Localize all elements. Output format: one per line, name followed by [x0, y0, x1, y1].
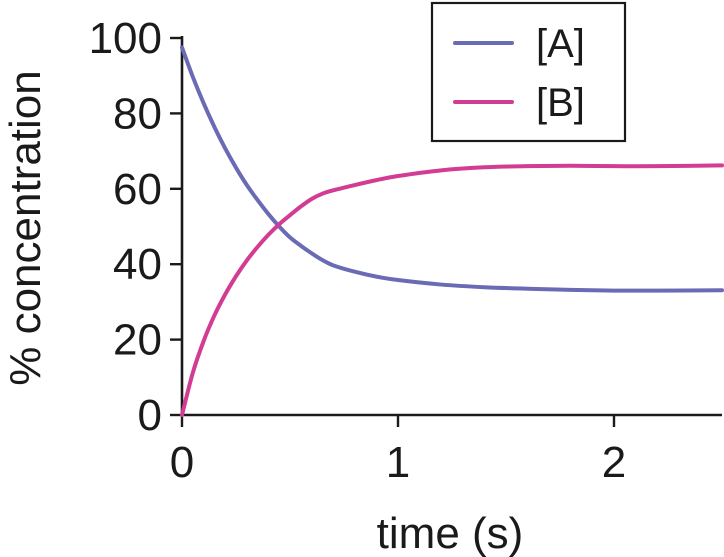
legend-items: [A] [B] — [453, 22, 585, 125]
series-line-b — [180, 163, 724, 417]
y-tick-label: 40 — [113, 240, 162, 289]
y-tick-label: 80 — [113, 89, 162, 138]
x-tick-label: 0 — [170, 438, 194, 487]
x-axis-label: time (s) — [377, 509, 524, 557]
legend: [A] [B] — [430, 1, 627, 143]
series-line-a — [180, 45, 724, 293]
y-axis-label: % concentration — [1, 70, 50, 386]
x-tick-label: 1 — [386, 438, 410, 487]
y-tick-label: 0 — [138, 391, 162, 440]
y-ticks: 0 20 40 60 80 100 — [89, 14, 182, 440]
series-group — [180, 45, 724, 417]
x-tick-label: 2 — [602, 438, 626, 487]
y-tick-label: 100 — [89, 14, 162, 63]
legend-box — [430, 1, 627, 143]
legend-label: [A] — [536, 22, 585, 66]
y-tick-label: 20 — [113, 316, 162, 365]
y-tick-label: 60 — [113, 165, 162, 214]
x-ticks: 0 1 2 — [170, 415, 626, 487]
legend-label: [B] — [536, 81, 585, 125]
